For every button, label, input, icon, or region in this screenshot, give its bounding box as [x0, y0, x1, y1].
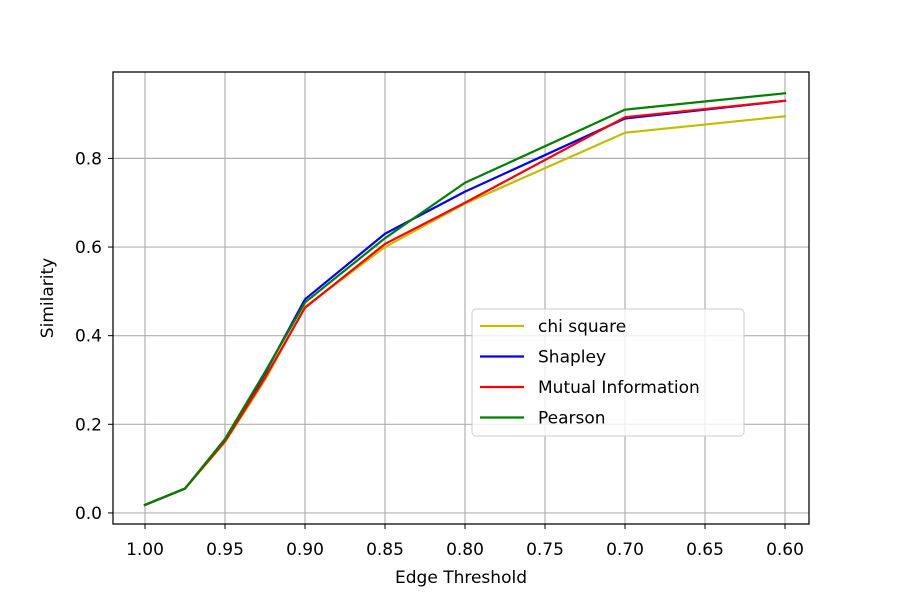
legend-label-pearson: Pearson: [538, 409, 606, 429]
x-tick-label: 0.65: [686, 540, 724, 560]
y-tick-label: 0.0: [75, 504, 102, 524]
x-tick-label: 0.60: [766, 540, 804, 560]
legend: chi square Shapley Mutual Information Pears…: [471, 308, 745, 437]
y-tick-label: 0.8: [75, 149, 102, 169]
legend-label-chi-square: chi square: [538, 317, 626, 337]
legend-label-shapley: Shapley: [538, 348, 606, 368]
x-axis-label: Edge Threshold: [395, 568, 527, 588]
x-tick-label: 1.00: [126, 540, 164, 560]
x-tick-label: 0.75: [526, 540, 564, 560]
legend-box: [471, 308, 745, 437]
x-tick-label: 0.70: [606, 540, 644, 560]
x-tick-label: 0.90: [286, 540, 324, 560]
y-tick-label: 0.6: [75, 238, 102, 258]
plot-frame: [112, 71, 810, 525]
y-tick-label: 0.2: [75, 415, 102, 435]
x-tick-label: 0.80: [446, 540, 484, 560]
series-line-pearson: [143, 92, 787, 507]
y-tick-label: 0.4: [75, 327, 102, 347]
y-axis-ticks: 0.0 0.2 0.4 0.6 0.8: [75, 149, 113, 524]
x-tick-label: 0.85: [366, 540, 404, 560]
legend-label-mutual-information: Mutual Information: [538, 378, 700, 398]
y-axis-label: Similarity: [38, 258, 58, 338]
series-lines: [143, 92, 787, 507]
x-tick-label: 0.95: [206, 540, 244, 560]
x-axis-ticks: 1.00 0.95 0.90 0.85 0.80 0.75 0.70 0.65 0.60: [126, 524, 804, 560]
